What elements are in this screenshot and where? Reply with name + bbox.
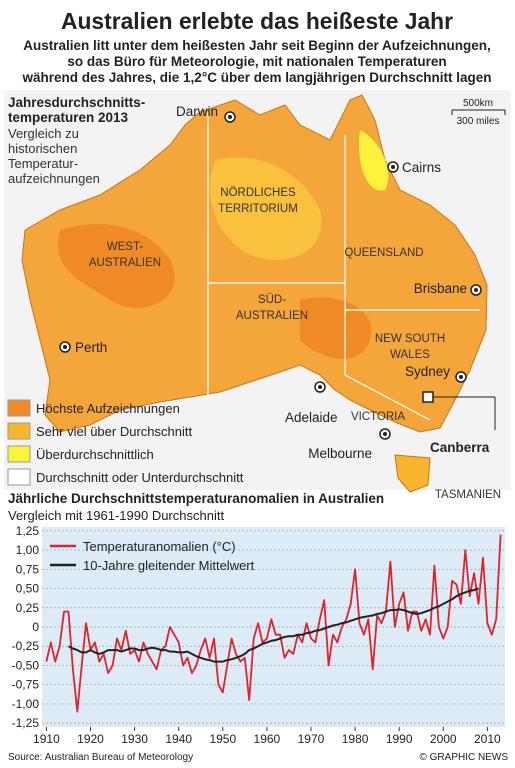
map-subtitle: Temperatur- — [8, 156, 78, 171]
city-label: Adelaide — [285, 410, 338, 425]
tasmania — [394, 454, 431, 493]
y-tick-label: -0,75 — [12, 678, 40, 692]
region-label: TASMANIEN — [435, 489, 501, 501]
city-dot — [383, 432, 387, 436]
region-label: QUEENSLAND — [344, 247, 423, 259]
region-label: AUSTRALIEN — [89, 257, 161, 269]
chart: Jährliche Durchschnittstemperaturanomali… — [8, 491, 505, 746]
city-label: Melbourne — [308, 446, 372, 461]
chart-title: Jährliche Durchschnittstemperaturanomali… — [8, 491, 384, 506]
series-line — [45, 534, 502, 713]
city-dot — [63, 345, 67, 349]
legend-label: Höchste Aufzeichnungen — [36, 401, 180, 416]
legend-label: Temperaturanomalien (°C) — [83, 539, 236, 554]
subtitle: Australien litt unter dem heißesten Jahr… — [21, 38, 491, 85]
city-label: Brisbane — [414, 281, 467, 296]
region-label: SÜD- — [258, 294, 286, 306]
x-tick-label: 2000 — [430, 732, 457, 746]
legend-label: 10-Jahre gleitender Mittelwert — [83, 558, 255, 573]
city-label: Canberra — [430, 440, 490, 455]
x-tick-label: 1930 — [121, 732, 148, 746]
x-tick-label: 1920 — [77, 732, 104, 746]
x-tick-label: 2010 — [474, 732, 501, 746]
scale-label: 300 miles — [457, 116, 500, 127]
subtitle-line: Australien litt unter dem heißesten Jahr… — [23, 38, 491, 53]
city-dot — [474, 288, 478, 292]
subtitle-line: während des Jahres, die 1,2°C über dem l… — [21, 70, 491, 85]
map-title: temperaturen 2013 — [8, 110, 129, 125]
capital-marker — [422, 391, 434, 403]
city-dot — [459, 375, 463, 379]
y-tick-label: -1,00 — [12, 697, 40, 711]
map-subtitle: Vergleich zu — [8, 126, 79, 141]
map-subtitle: historischen — [8, 141, 77, 156]
subtitle-line: so das Büro für Meteorologie, mit nation… — [67, 54, 446, 69]
city-label: Cairns — [402, 160, 441, 175]
y-tick-label: 1,25 — [16, 524, 40, 538]
credit: © GRAPHIC NEWS — [420, 752, 509, 763]
legend-label: Durchschnitt oder Unterdurchschnitt — [36, 470, 244, 485]
city-dot — [228, 115, 232, 119]
region-label: NÖRDLICHES — [220, 187, 296, 199]
map-patch — [359, 130, 389, 191]
legend-label: Sehr viel über Durchschnitt — [36, 424, 192, 439]
map-title: Jahresdurchschnitts- — [8, 95, 145, 110]
y-tick-label: -0,50 — [12, 658, 40, 672]
y-tick-label: -1,25 — [12, 716, 40, 730]
map-patch — [58, 224, 175, 308]
scale-bar — [451, 109, 506, 115]
y-tick-label: 0,25 — [16, 601, 40, 615]
x-tick-label: 1970 — [298, 732, 325, 746]
source: Source: Australian Bureau of Meteorology — [8, 752, 193, 763]
x-tick-label: 1990 — [386, 732, 413, 746]
map-patch — [209, 157, 322, 260]
x-tick-label: 1960 — [254, 732, 281, 746]
region-label: TERRITORIUM — [218, 203, 298, 215]
legend-label: Überdurchschnittlich — [36, 447, 154, 462]
legend-swatch — [7, 422, 31, 440]
title: Australien erlebte das heißeste Jahr — [61, 8, 453, 34]
region-label: WALES — [390, 349, 430, 361]
city-dot — [318, 385, 322, 389]
legend-swatch — [7, 445, 31, 463]
y-tick-label: 0 — [32, 620, 39, 634]
x-tick-label: 1950 — [209, 732, 236, 746]
region-label: AUSTRALIEN — [236, 310, 308, 322]
y-tick-label: 0,75 — [16, 562, 40, 576]
city-label: Sydney — [405, 364, 450, 379]
y-tick-label: 1,00 — [16, 543, 40, 557]
chart-subtitle: Vergleich mit 1961-1990 Durchschnitt — [8, 508, 224, 523]
y-tick-label: -0,25 — [12, 639, 40, 653]
city-dot — [391, 165, 395, 169]
x-tick-label: 1940 — [165, 732, 192, 746]
map-patch — [300, 297, 372, 359]
region-label: VICTORIA — [351, 411, 405, 423]
x-tick-label: 1910 — [33, 732, 60, 746]
city-label: Perth — [75, 340, 107, 355]
city-label: Darwin — [176, 104, 218, 119]
y-tick-label: 0,50 — [16, 582, 40, 596]
series-line — [68, 587, 479, 663]
legend-swatch — [7, 468, 31, 486]
legend-swatch — [7, 399, 31, 417]
x-tick-label: 1980 — [342, 732, 369, 746]
scale-label: 500km — [463, 98, 493, 109]
map: Jahresdurchschnitts-temperaturen 2013Ver… — [4, 90, 511, 501]
map-subtitle: aufzeichnungen — [8, 171, 100, 186]
state-borders — [207, 112, 480, 421]
region-label: WEST- — [107, 241, 144, 253]
region-label: NEW SOUTH — [375, 333, 445, 345]
